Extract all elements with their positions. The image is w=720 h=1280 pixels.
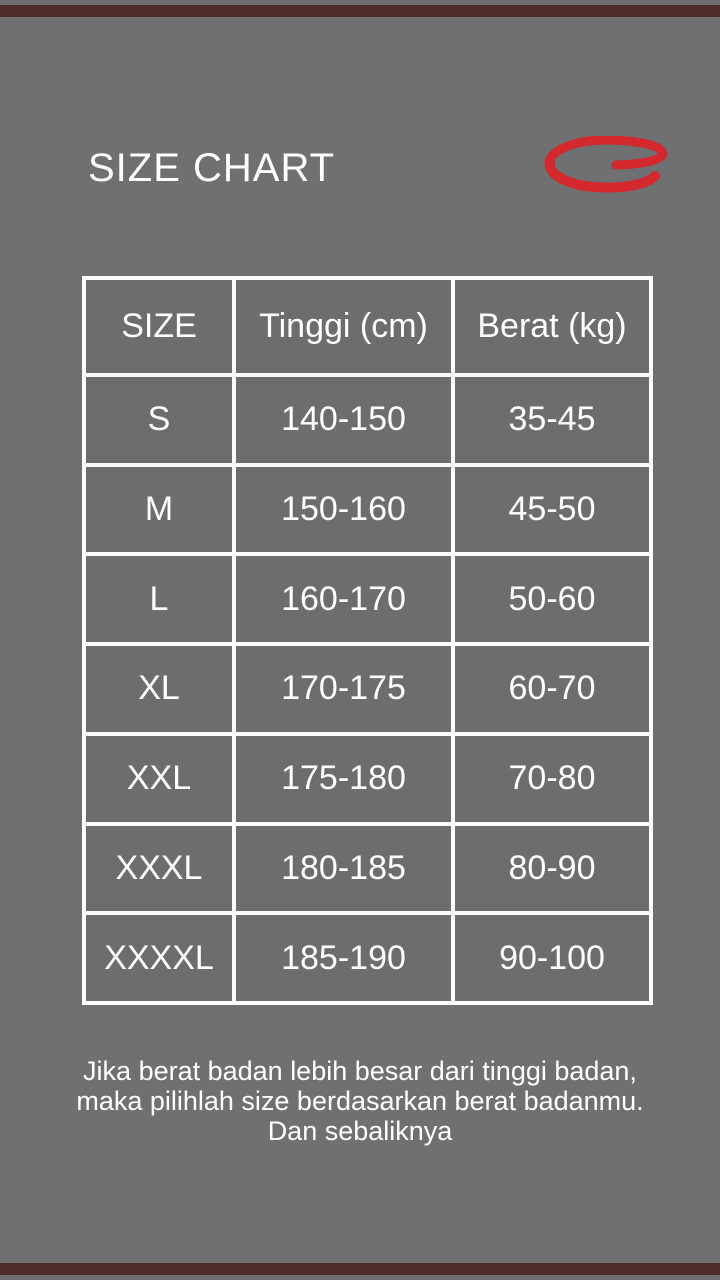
- bottom-accent-bar: [0, 1263, 720, 1275]
- tinggi-cell: 180-185: [232, 821, 455, 916]
- berat-cell: 35-45: [451, 373, 653, 467]
- berat-cell: 70-80: [451, 731, 653, 826]
- berat-cell: 90-100: [451, 911, 653, 1005]
- size-cell: L: [82, 552, 236, 647]
- table-row: XXXL 180-185 80-90: [82, 821, 653, 916]
- size-cell: XXXXL: [82, 911, 236, 1005]
- table-row: M 150-160 45-50: [82, 462, 653, 557]
- footer-note: Jika berat badan lebih besar dari tinggi…: [0, 1056, 720, 1146]
- table-row: XXXXL 185-190 90-100: [82, 911, 653, 1005]
- table-row: XL 170-175 60-70: [82, 642, 653, 736]
- berat-cell: 60-70: [451, 642, 653, 736]
- size-cell: XXXL: [82, 821, 236, 916]
- tinggi-cell: 140-150: [232, 373, 455, 467]
- berat-cell: 80-90: [451, 821, 653, 916]
- tinggi-cell: 185-190: [232, 911, 455, 1005]
- header-row: SIZE Tinggi (cm) Berat (kg): [82, 276, 653, 377]
- size-cell: S: [82, 373, 236, 467]
- page-title: SIZE CHART: [88, 146, 336, 190]
- table-row: XXL 175-180 70-80: [82, 731, 653, 826]
- column-header-2: Berat (kg): [451, 276, 653, 377]
- footer-line-1: Jika berat badan lebih besar dari tinggi…: [83, 1056, 637, 1086]
- tinggi-cell: 175-180: [232, 731, 455, 826]
- tinggi-cell: 160-170: [232, 552, 455, 647]
- table-header: SIZE Tinggi (cm) Berat (kg): [82, 276, 653, 377]
- footer-line-2: maka pilihlah size berdasarkan berat bad…: [76, 1086, 644, 1116]
- footer-line-3: Dan sebaliknya: [267, 1116, 453, 1146]
- brand-logo: [542, 135, 668, 193]
- column-header-0: SIZE: [82, 276, 236, 377]
- swoosh-oval-icon: [544, 135, 668, 193]
- table-row: S 140-150 35-45: [82, 373, 653, 467]
- column-header-1: Tinggi (cm): [232, 276, 455, 377]
- berat-cell: 45-50: [451, 462, 653, 557]
- berat-cell: 50-60: [451, 552, 653, 647]
- tinggi-cell: 150-160: [232, 462, 455, 557]
- tinggi-cell: 170-175: [232, 642, 455, 736]
- table-body: S 140-150 35-45 M 150-160 45-50 L 160-170 50-60 X…: [82, 373, 653, 1005]
- size-chart-table: SIZE Tinggi (cm) Berat (kg) S 140-150 35-45 M…: [82, 276, 653, 1005]
- size-cell: M: [82, 462, 236, 557]
- size-cell: XL: [82, 642, 236, 736]
- table-row: L 160-170 50-60: [82, 552, 653, 647]
- top-accent-bar: [0, 5, 720, 17]
- size-cell: XXL: [82, 731, 236, 826]
